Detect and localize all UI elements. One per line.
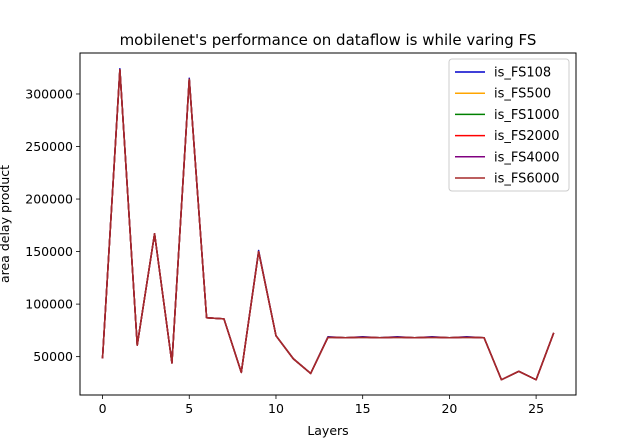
legend: is_FS108 is_FS500 is_FS1000 is_FS2000 is_FS4… <box>448 58 570 192</box>
x-tick-label: 5 <box>185 401 193 416</box>
y-tick-label: 300000 <box>25 86 73 101</box>
x-tick-label: 10 <box>268 401 284 416</box>
x-tick-label: 0 <box>99 401 107 416</box>
legend-label: is_FS4000 <box>494 150 559 165</box>
x-tick-label: 15 <box>355 401 371 416</box>
legend-label: is_FS1000 <box>494 108 559 123</box>
plot-lines <box>101 68 555 381</box>
legend-box <box>448 58 570 192</box>
y-tick-label: 150000 <box>25 244 73 259</box>
y-tick-label: 50000 <box>33 349 73 364</box>
chart-title: mobilenet's performance on dataflow is w… <box>120 31 537 49</box>
legend-label: is_FS6000 <box>494 172 559 187</box>
x-axis-title: Layers <box>307 423 348 438</box>
legend-label: is_FS108 <box>494 66 551 81</box>
legend-items: is_FS108 is_FS500 is_FS1000 is_FS2000 is_FS4… <box>455 66 559 187</box>
y-axis-title: area delay product <box>0 165 12 283</box>
y-tick-label: 250000 <box>25 139 73 154</box>
legend-label: is_FS500 <box>494 87 551 102</box>
x-axis-ticks: 0 5 10 15 20 25 <box>99 395 544 416</box>
y-tick-label: 100000 <box>25 297 73 312</box>
y-tick-label: 200000 <box>25 192 73 207</box>
legend-label: is_FS2000 <box>494 129 559 144</box>
y-axis-ticks: 50000 100000 150000 200000 250000 300000 <box>25 86 80 364</box>
series-line-is_FS6000 <box>101 69 555 381</box>
x-tick-label: 25 <box>528 401 544 416</box>
plot-area-frame <box>79 52 577 396</box>
x-tick-label: 20 <box>441 401 457 416</box>
